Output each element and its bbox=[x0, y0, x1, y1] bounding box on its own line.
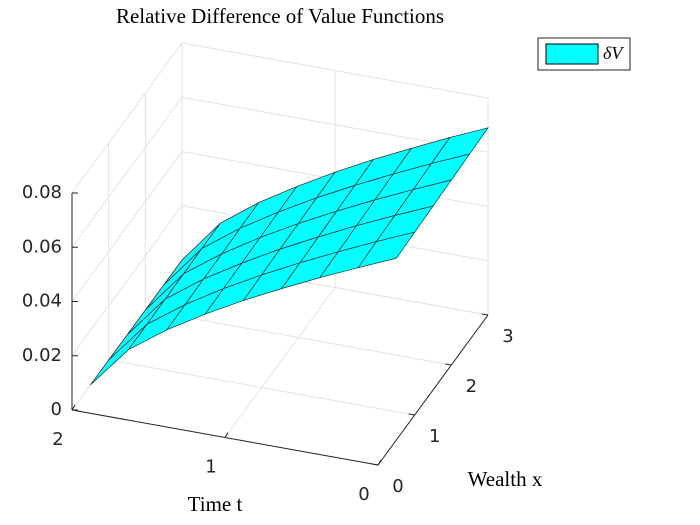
grid-line bbox=[181, 42, 489, 99]
grid-line bbox=[71, 151, 183, 302]
x-axis-label: Wealth x bbox=[468, 467, 543, 491]
x-tick-label: 0 bbox=[392, 476, 403, 497]
x-tick-label: 2 bbox=[466, 376, 477, 397]
legend-swatch bbox=[545, 43, 599, 65]
z-tick-label: 0.08 bbox=[22, 182, 62, 203]
legend: δV bbox=[537, 37, 631, 71]
z-tick-label: 0.06 bbox=[22, 236, 62, 257]
grid-line bbox=[71, 42, 183, 194]
t-tick bbox=[71, 404, 76, 411]
t-tick bbox=[224, 432, 229, 438]
grid-line bbox=[71, 96, 183, 248]
chart-title: Relative Difference of Value Functions bbox=[116, 4, 444, 28]
grid-line bbox=[108, 359, 415, 416]
x-axis bbox=[377, 314, 489, 466]
x-tick bbox=[445, 363, 452, 366]
surface-patch bbox=[357, 231, 416, 269]
x-tick-label: 3 bbox=[502, 326, 513, 347]
z-tick-label: 0 bbox=[51, 399, 62, 420]
x-tick bbox=[481, 313, 489, 316]
z-tick-label: 0.02 bbox=[22, 345, 62, 366]
surface bbox=[90, 127, 489, 386]
t-axis-label: Time t bbox=[188, 492, 243, 516]
t-tick-label: 1 bbox=[205, 457, 216, 478]
surface-patch bbox=[90, 324, 148, 386]
x-tick bbox=[408, 413, 415, 416]
z-tick-label: 0.04 bbox=[22, 291, 62, 312]
t-tick bbox=[377, 459, 382, 466]
grid-line bbox=[224, 287, 336, 438]
legend-label: δV bbox=[603, 43, 624, 63]
x-tick bbox=[371, 463, 379, 466]
t-tick-label: 0 bbox=[358, 484, 369, 505]
t-tick-label: 2 bbox=[52, 429, 63, 450]
x-tick-label: 1 bbox=[429, 426, 440, 447]
grid-line bbox=[145, 309, 452, 366]
grid-line bbox=[71, 205, 183, 357]
